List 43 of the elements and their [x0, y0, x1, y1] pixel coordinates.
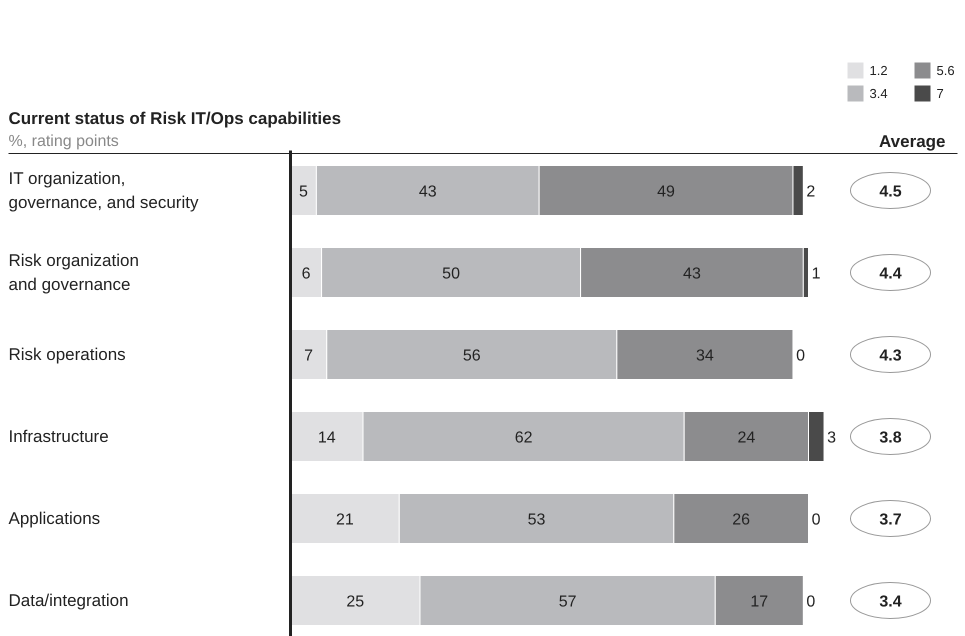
- data-label: 56: [462, 348, 481, 364]
- chart-title: Current status of Risk IT/Ops capabilities: [8, 109, 342, 128]
- text: 3.4: [879, 594, 902, 610]
- data-label: 17: [750, 594, 768, 610]
- y-tick-label: Applications: [8, 509, 100, 528]
- data-label: 53: [528, 512, 546, 528]
- data-label: 34: [696, 348, 714, 364]
- y-tick-label: Risk operations: [8, 345, 126, 364]
- data-label: 1: [812, 266, 821, 282]
- data-label: 0: [796, 348, 806, 364]
- data-label: 26: [732, 512, 750, 528]
- text: 3.7: [879, 512, 902, 528]
- legend-label: 7: [936, 86, 944, 101]
- data-label: 49: [657, 184, 676, 200]
- data-label: 21: [336, 512, 354, 528]
- text: %, rating points: [8, 133, 119, 150]
- data-label: 24: [737, 430, 756, 446]
- data-label: 14: [318, 430, 336, 446]
- data-label: 0: [806, 594, 816, 610]
- y-tick-label: Risk organization and governance: [8, 251, 139, 294]
- data-label: 57: [558, 594, 577, 610]
- y-tick-label: Data/integration: [8, 591, 129, 610]
- data-label: 2: [806, 184, 816, 200]
- data-label: 43: [683, 266, 701, 282]
- y-tick-label: IT organization, governance, and security: [8, 169, 199, 212]
- data-label: 7: [304, 348, 314, 364]
- text: 4.4: [879, 266, 902, 282]
- legend-label: 5.6: [936, 63, 955, 78]
- y-tick-label: Infrastructure: [8, 427, 109, 446]
- legend-label: 3.4: [870, 86, 888, 101]
- data-label: 50: [442, 266, 460, 282]
- data-label: 43: [418, 184, 437, 200]
- data-label: 25: [346, 594, 364, 610]
- text: 4.3: [879, 348, 902, 364]
- data-label: 6: [302, 266, 311, 282]
- data-label: 3: [827, 430, 836, 446]
- data-label: 0: [812, 512, 821, 528]
- text: 4.5: [879, 184, 902, 200]
- legend-label: 1.2: [870, 63, 888, 78]
- text: Average: [879, 132, 946, 151]
- data-label: 62: [514, 430, 533, 446]
- text: 3.8: [879, 430, 902, 446]
- data-label: 5: [299, 184, 308, 200]
